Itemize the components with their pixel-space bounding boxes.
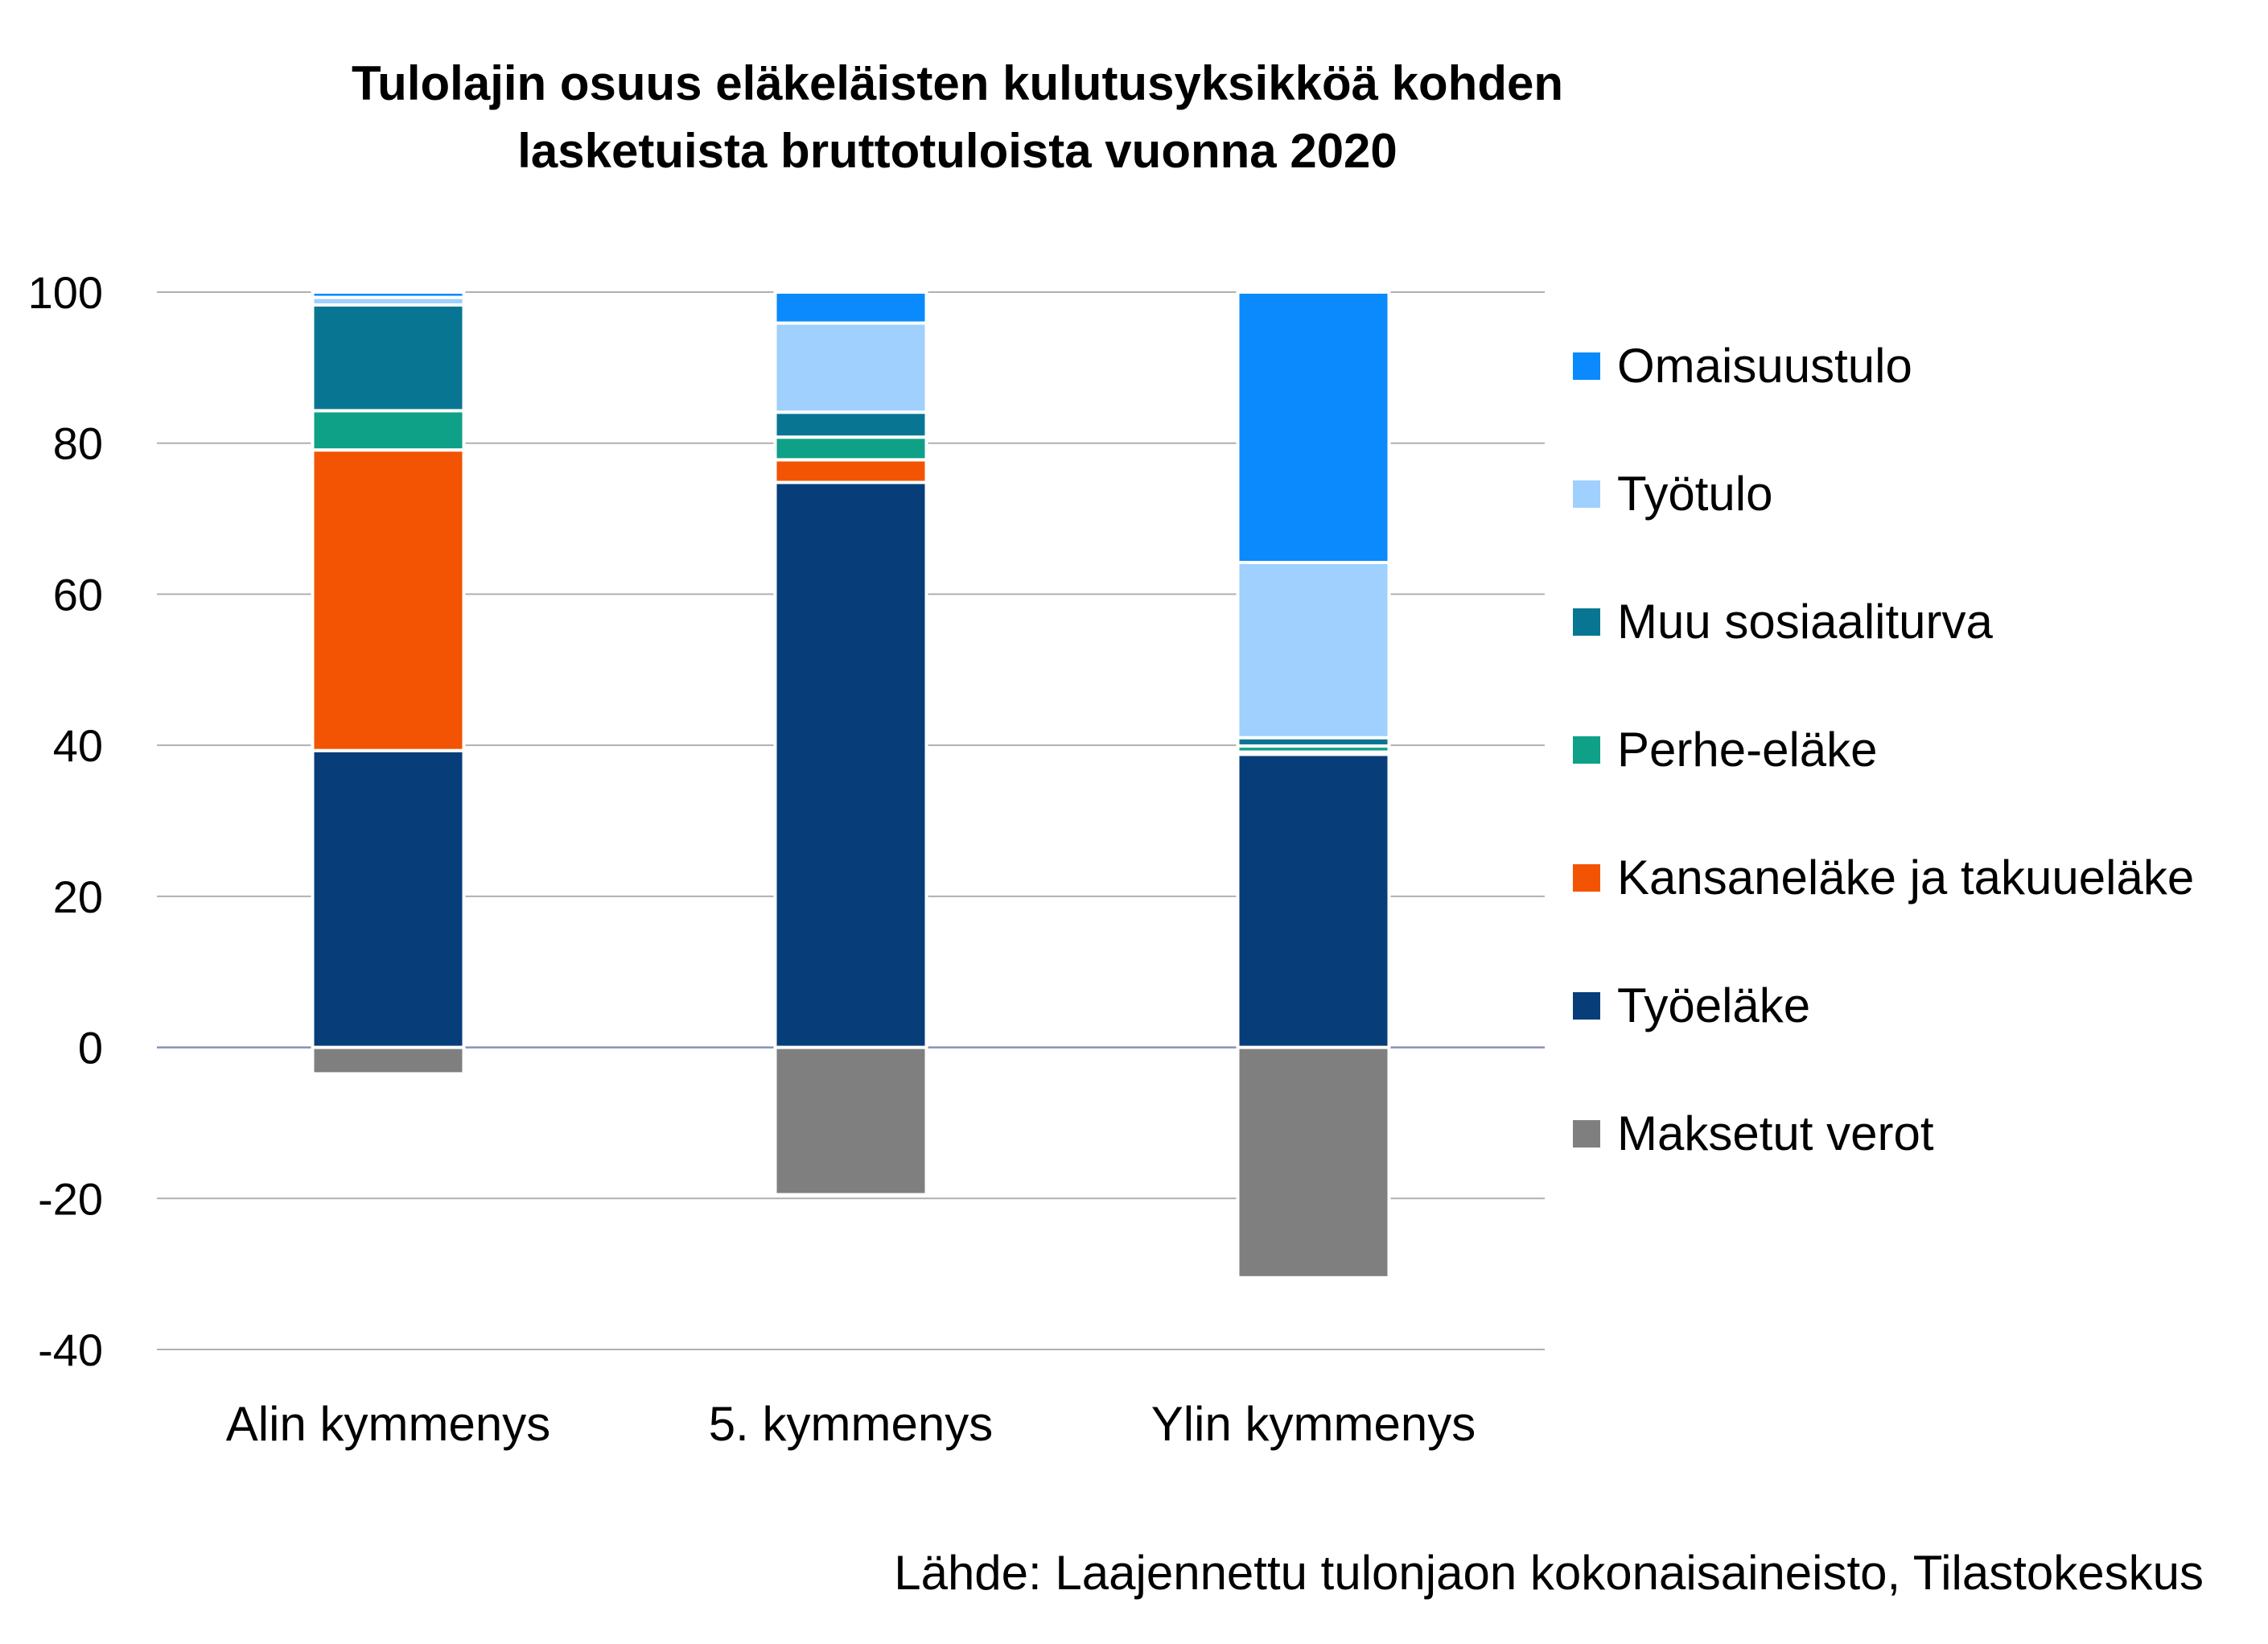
bar-segment-omaisuustulo-2 <box>773 290 928 325</box>
bar-segment-työtulo-3 <box>1236 561 1391 740</box>
legend-swatch <box>1573 480 1600 508</box>
y-tick-label: 60 <box>53 569 103 620</box>
legend-label: Perhe-eläke <box>1617 723 1878 777</box>
bar-segment-kansaneläke-ja-takuueläke-1 <box>311 448 466 752</box>
bar-segment-työeläke-3 <box>1236 752 1391 1049</box>
bar-segment-työeläke-1 <box>311 748 466 1049</box>
bar-segment-maksetut-verot-2 <box>773 1045 928 1197</box>
legend-label: Omaisuustulo <box>1617 339 1912 393</box>
x-category-label: Ylin kymmenys <box>1151 1397 1476 1451</box>
bar-segment-kansaneläke-ja-takuueläke-2 <box>773 458 928 484</box>
y-tick-label: -20 <box>38 1173 103 1224</box>
legend-label: Muu sosiaaliturva <box>1617 595 1993 649</box>
legend-label: Maksetut verot <box>1617 1106 1934 1160</box>
x-category-label: Alin kymmenys <box>226 1397 550 1451</box>
legend-swatch <box>1573 352 1600 380</box>
legend-label: Työtulo <box>1617 467 1773 521</box>
source-note: Lähde: Laajennettu tulonjaon kokonaisain… <box>894 1546 2204 1600</box>
bar-segment-muu-sosiaaliturva-2 <box>773 410 928 439</box>
y-tick-label: 0 <box>78 1023 103 1073</box>
legend-swatch <box>1573 864 1600 892</box>
legend-swatch <box>1573 736 1600 764</box>
y-tick-label: -40 <box>38 1325 103 1375</box>
legend-label: Kansaneläke ja takuueläke <box>1617 851 2195 904</box>
bar-segment-maksetut-verot-1 <box>311 1045 466 1076</box>
bar-segment-omaisuustulo-1 <box>311 290 466 299</box>
bar-segment-työeläke-2 <box>773 480 928 1049</box>
chart-title-line-2: lasketuista bruttotuloista vuonna 2020 <box>517 124 1397 178</box>
bar-segment-työtulo-2 <box>773 321 928 414</box>
bar-segment-omaisuustulo-3 <box>1236 290 1391 565</box>
legend-swatch <box>1573 608 1600 636</box>
chart-title-line-1: Tulolajin osuus eläkeläisten kulutusyksi… <box>351 56 1563 110</box>
bar-segment-perhe-eläke-1 <box>311 409 466 452</box>
legend-label: Työeläke <box>1617 979 1811 1032</box>
y-tick-label: 100 <box>28 267 103 318</box>
chart-title: Tulolajin osuus eläkeläisten kulutusyksi… <box>0 50 1915 185</box>
bar-segment-muu-sosiaaliturva-1 <box>311 303 466 413</box>
y-tick-label: 20 <box>53 871 103 922</box>
y-tick-label: 80 <box>53 418 103 469</box>
x-category-label: 5. kymmenys <box>709 1397 993 1451</box>
legend-swatch <box>1573 1120 1600 1148</box>
bar-segment-maksetut-verot-3 <box>1236 1045 1391 1279</box>
y-tick-label: 40 <box>53 720 103 771</box>
legend-swatch <box>1573 992 1600 1020</box>
bar-segment-perhe-eläke-2 <box>773 435 928 462</box>
